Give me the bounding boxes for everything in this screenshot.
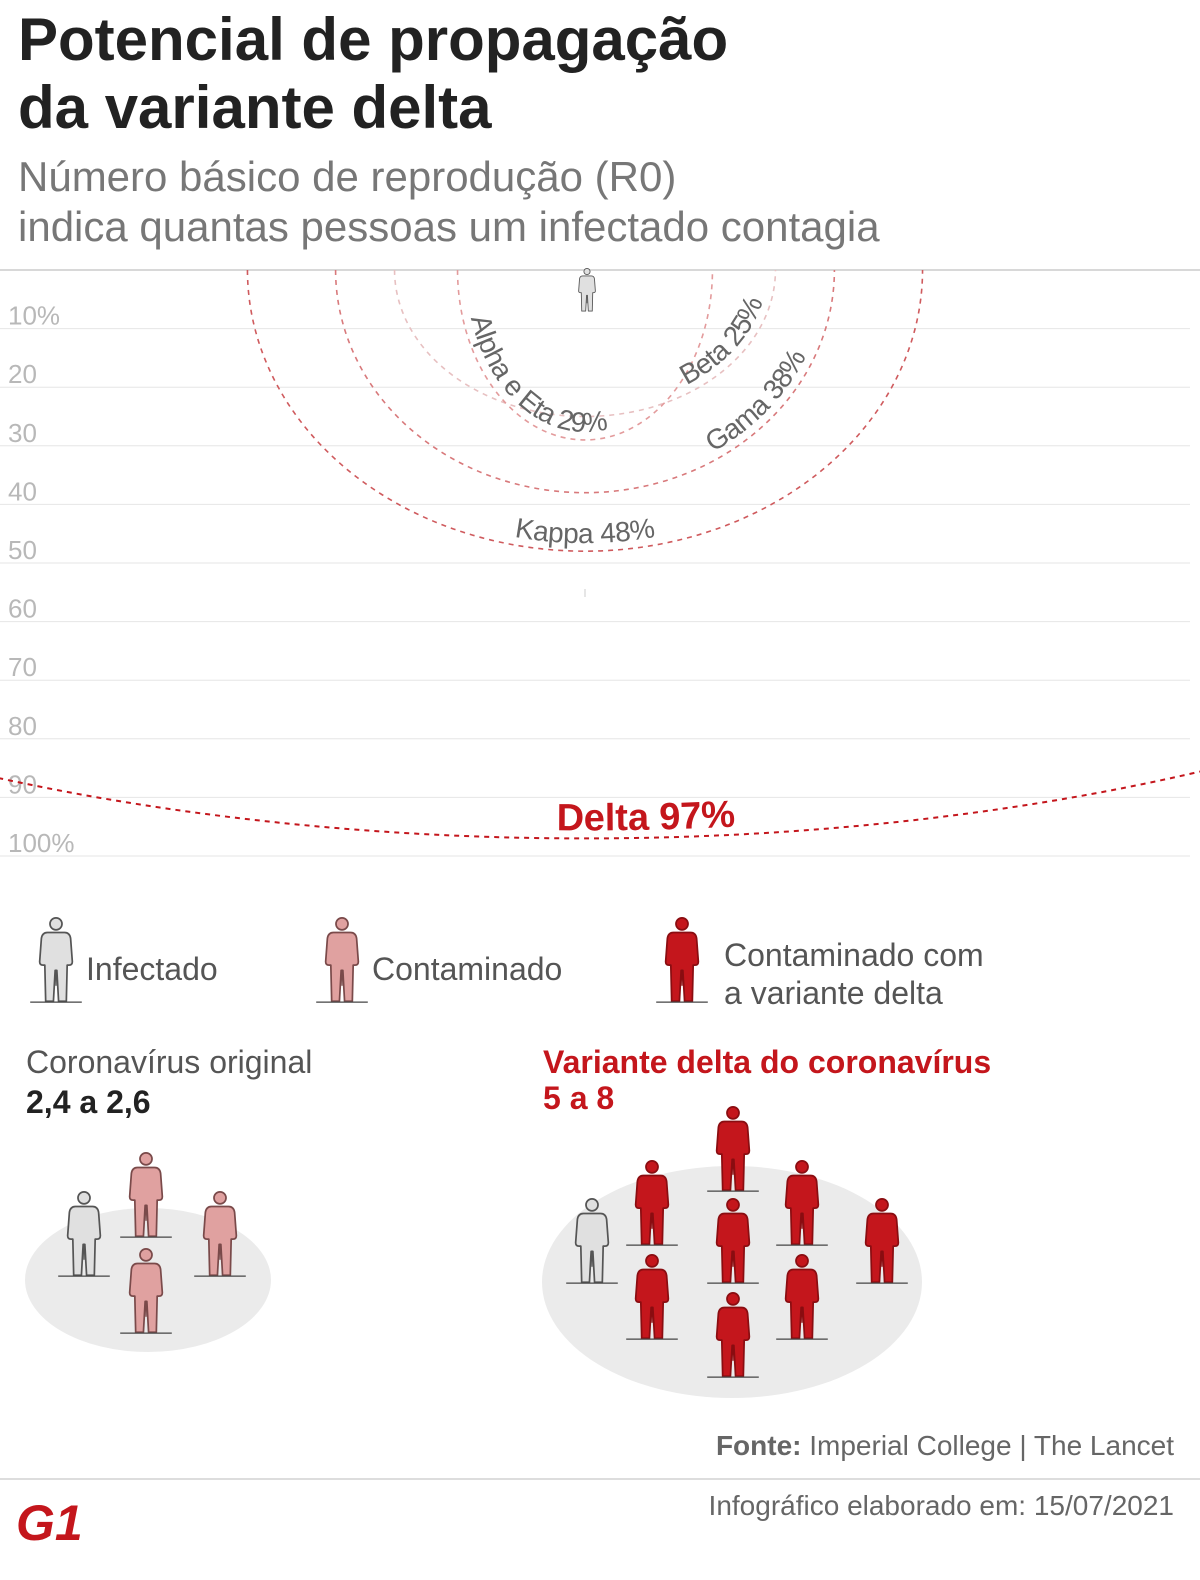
legend-delta-label-line-1: Contaminado com xyxy=(724,937,984,973)
original-contaminated-person xyxy=(120,1152,172,1238)
tick-label: 10% xyxy=(8,301,60,331)
legend-infected-label: Infectado xyxy=(86,951,218,987)
g1-logo-text: G1 xyxy=(16,1498,83,1546)
arc-alpha-e-eta xyxy=(456,269,714,441)
arc-label-alpha-e-eta: Alpha e Eta 29% xyxy=(465,311,609,438)
original-infected-person xyxy=(58,1191,110,1277)
contaminated-icon xyxy=(316,917,368,1003)
title-line-1: Potencial de propagação xyxy=(18,6,729,73)
tick-label: 100% xyxy=(8,828,75,858)
tick-label: 40 xyxy=(8,476,37,506)
arc-label-delta: Delta 97% xyxy=(557,794,736,840)
g1-logo: G1 xyxy=(16,1498,83,1546)
delta-contaminated-person xyxy=(707,1106,759,1192)
original-panel-value: 2,4 a 2,6 xyxy=(26,1084,151,1120)
original-transmission-illustration xyxy=(25,1152,271,1352)
infected-person-icon xyxy=(578,268,596,312)
delta-contaminated-person xyxy=(626,1254,678,1340)
delta-contaminated-person xyxy=(856,1198,908,1284)
tick-label: 80 xyxy=(8,711,37,741)
delta-infected-person xyxy=(566,1198,618,1284)
original-contaminated-person xyxy=(120,1248,172,1334)
arc-label-beta: Beta 25% xyxy=(674,292,769,391)
legend-delta: Contaminado com a variante delta xyxy=(650,910,1050,1011)
subtitle-line-1: Número básico de reprodução (R0) xyxy=(18,153,677,200)
page-subtitle: Número básico de reprodução (R0) indica … xyxy=(18,152,880,252)
arc-kappa xyxy=(246,269,924,553)
delta-panel-title: Variante delta do coronavírus xyxy=(543,1044,992,1080)
tick-label: 70 xyxy=(8,652,37,682)
delta-ground-ellipse xyxy=(542,1166,922,1398)
infected-icon xyxy=(30,917,82,1003)
arc-beta xyxy=(393,269,777,418)
delta-contaminated-person xyxy=(707,1198,759,1284)
delta-contaminated-person xyxy=(776,1254,828,1340)
tick-label: 30 xyxy=(8,418,37,448)
arc-labels: Beta 25%Alpha e Eta 29% Gama 38%Kappa 48%… xyxy=(465,292,812,840)
delta-contaminated-person xyxy=(776,1160,828,1246)
original-contaminated-person xyxy=(194,1191,246,1277)
page-title: Potencial de propagação da variante delt… xyxy=(18,6,728,142)
arc-label-kappa: Kappa 48% xyxy=(513,512,657,549)
delta-contaminated-icon-figure xyxy=(656,917,708,1003)
arc-delta xyxy=(0,270,1200,838)
delta-contaminated-person xyxy=(707,1292,759,1378)
tick-label: 20 xyxy=(8,359,37,389)
tick-label: 50 xyxy=(8,535,37,565)
original-panel-title: Coronavírus original xyxy=(26,1044,313,1080)
delta-contaminated-person xyxy=(626,1160,678,1246)
title-line-2: da variante delta xyxy=(18,74,492,141)
infected-person-icon xyxy=(578,268,596,312)
arcs xyxy=(0,270,1200,838)
tick-label: 60 xyxy=(8,594,37,624)
delta-contaminated-icon xyxy=(656,917,708,1003)
credit-line: Infográfico elaborado em: 15/07/2021 xyxy=(708,1490,1174,1521)
delta-panel-value: 5 a 8 xyxy=(543,1080,615,1116)
legend-contaminated-label: Contaminado xyxy=(372,951,563,987)
infected-icon-figure xyxy=(30,917,82,1003)
delta-transmission-illustration xyxy=(542,1106,922,1398)
legend-delta-label-line-2: a variante delta xyxy=(724,975,943,1011)
arc-gama xyxy=(334,269,836,494)
legend-contaminated: Contaminado xyxy=(310,910,610,1010)
source-text: Imperial College | The Lancet xyxy=(809,1430,1174,1461)
source-line: Fonte: Imperial College | The Lancet xyxy=(716,1430,1174,1462)
subtitle-line-2: indica quantas pessoas um infectado cont… xyxy=(18,203,880,250)
footer-divider xyxy=(0,1478,1200,1480)
legend-infected: Infectado xyxy=(24,910,284,1010)
source-label: Fonte: xyxy=(715,1430,802,1461)
contaminated-icon-figure xyxy=(316,917,368,1003)
gridlines xyxy=(0,328,1190,857)
